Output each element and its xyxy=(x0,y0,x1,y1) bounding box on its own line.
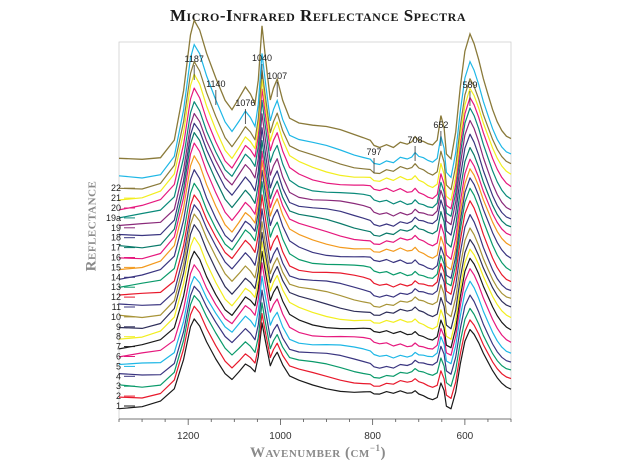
series-line-10 xyxy=(118,213,512,319)
series-label: 14 xyxy=(111,272,121,282)
x-tick-label: 800 xyxy=(364,431,381,442)
x-axis-unit: (cm xyxy=(344,445,370,461)
x-tick-label: 1200 xyxy=(177,431,200,442)
series-line-7 xyxy=(118,250,512,350)
peak-label: 1187 xyxy=(184,54,203,64)
series-line-1 xyxy=(118,318,512,410)
series-label: 22 xyxy=(111,183,121,193)
x-axis-label-text: Wavenumber xyxy=(250,445,341,461)
series-label: 18 xyxy=(111,233,121,243)
x-tick-label: 1000 xyxy=(269,431,292,442)
series-line-20 xyxy=(118,87,512,211)
series-line-3 xyxy=(118,295,512,388)
peak-label: 1007 xyxy=(267,71,287,81)
series-layer xyxy=(118,18,512,410)
series-line-17 xyxy=(118,132,512,249)
chart-title: Micro-Infrared Reflectance Spectra xyxy=(169,6,466,25)
series-line-15 xyxy=(118,155,512,271)
series-line-11 xyxy=(118,204,512,306)
series-label: 11 xyxy=(112,302,121,312)
peak-label: 708 xyxy=(408,135,423,145)
series-line-18 xyxy=(118,122,512,237)
series-label: 16 xyxy=(111,253,121,263)
series-line-16 xyxy=(118,142,512,260)
series-label: 21 xyxy=(111,193,121,203)
series-label: 10 xyxy=(111,312,121,322)
x-axis-label: Wavenumber (cm−1) xyxy=(0,443,636,462)
peak-annotations: 1187 1140 1076 1040 1007 797 708 652 589 xyxy=(184,53,477,173)
series-label: 3 xyxy=(116,381,121,391)
series-line-12 xyxy=(118,194,512,296)
series-label: 19a xyxy=(106,213,121,223)
series-line-4 xyxy=(118,285,512,376)
series-label: 9 xyxy=(116,322,121,332)
series-line-upper-cyan xyxy=(118,43,512,179)
peak-label: 589 xyxy=(462,80,477,90)
peak-label: 1140 xyxy=(206,79,225,89)
series-label: 20 xyxy=(111,203,121,213)
x-tick-label: 600 xyxy=(457,431,474,442)
series-label: 15 xyxy=(111,262,121,272)
series-line-22 xyxy=(118,61,512,191)
series-label: 4 xyxy=(116,371,121,381)
peak-label: 1076 xyxy=(235,98,255,108)
series-label: 7 xyxy=(116,342,121,352)
series-label: 17 xyxy=(111,243,121,253)
series-line-5 xyxy=(118,275,512,366)
series-line-19a xyxy=(118,99,512,219)
series-line-14 xyxy=(118,169,512,280)
series-line-9 xyxy=(118,224,512,330)
series-line-13 xyxy=(118,181,512,288)
peak-label: 797 xyxy=(367,147,382,157)
series-label: 19 xyxy=(111,223,121,233)
peak-label: 1040 xyxy=(252,53,272,63)
x-axis-unit-close: ) xyxy=(380,445,386,461)
series-line-21 xyxy=(118,73,512,201)
series-line-6 xyxy=(118,262,512,358)
peak-label: 652 xyxy=(433,120,448,130)
x-axis-unit-exponent: −1 xyxy=(369,443,381,453)
series-label: 8 xyxy=(116,332,121,342)
x-axis: 1200 1000 800 600 xyxy=(118,418,512,442)
series-line-19 xyxy=(118,112,512,227)
series-line-2 xyxy=(118,305,512,399)
series-line-8 xyxy=(118,236,512,340)
series-label: 2 xyxy=(116,391,121,401)
series-label: 1 xyxy=(116,401,121,411)
series-label: 12 xyxy=(111,292,121,302)
series-line-top xyxy=(118,18,512,161)
series-label: 13 xyxy=(111,282,121,292)
series-label: 5 xyxy=(116,361,121,371)
series-label: 6 xyxy=(116,352,121,362)
